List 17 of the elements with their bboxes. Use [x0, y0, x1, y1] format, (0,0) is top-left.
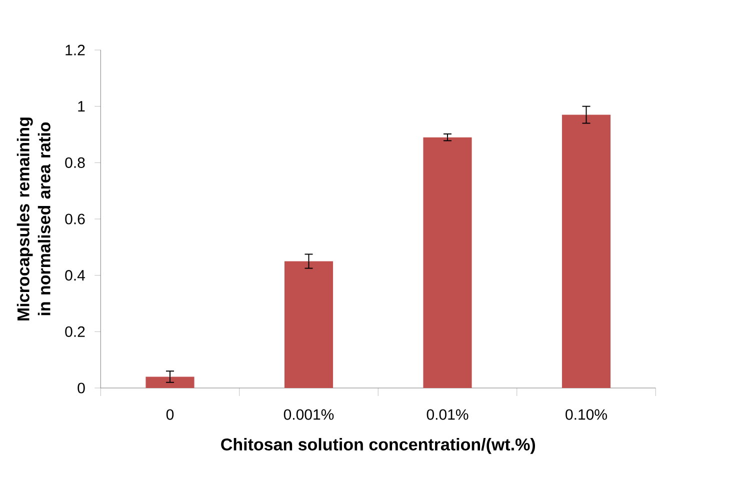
bar — [562, 114, 611, 388]
y-tick-label: 0.8 — [65, 157, 85, 168]
y-tick-label: 0 — [78, 382, 85, 394]
y-tick-label: 1.2 — [66, 44, 85, 56]
y-axis-title: Microcapsules remaining in normalised area ratio — [16, 118, 50, 320]
y-tick-label: 0.2 — [65, 326, 85, 337]
y-tick-label: 0.6 — [65, 214, 85, 224]
y-tick-label: 1 — [78, 101, 85, 112]
bar — [146, 376, 194, 388]
bar — [423, 137, 472, 388]
x-tick-label: 0.001% — [284, 409, 334, 420]
x-tick-label: 0.10% — [566, 409, 607, 420]
y-tick-label: 0.4 — [65, 270, 85, 281]
x-axis-title: Chitosan solution concentration/(wt.%) — [221, 438, 536, 454]
x-tick-label: 0.01% — [426, 409, 468, 420]
bar — [284, 261, 334, 388]
x-tick-label: 0 — [166, 409, 174, 420]
